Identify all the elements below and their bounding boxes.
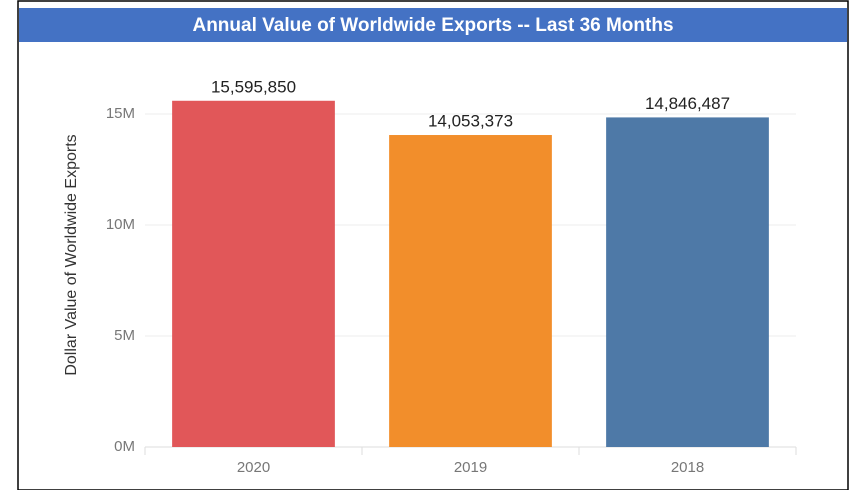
x-tick-label: 2019 xyxy=(454,459,487,476)
bar xyxy=(389,135,552,447)
bar xyxy=(172,100,335,448)
chart-title: Annual Value of Worldwide Exports -- Las… xyxy=(192,15,673,36)
title-banner xyxy=(19,8,847,42)
y-tick-label: 5M xyxy=(114,327,135,344)
value-label: 14,846,487 xyxy=(645,94,730,113)
x-tick-label: 2020 xyxy=(237,459,270,476)
x-tick-label: 2018 xyxy=(671,459,704,476)
y-axis-label: Dollar Value of Worldwide Exports xyxy=(63,134,80,375)
value-label: 15,595,850 xyxy=(211,77,296,96)
bar xyxy=(606,117,769,447)
y-tick-label: 0M xyxy=(114,438,135,455)
y-tick-label: 15M xyxy=(106,105,135,122)
y-tick-label: 10M xyxy=(106,216,135,233)
value-label: 14,053,373 xyxy=(428,111,513,130)
